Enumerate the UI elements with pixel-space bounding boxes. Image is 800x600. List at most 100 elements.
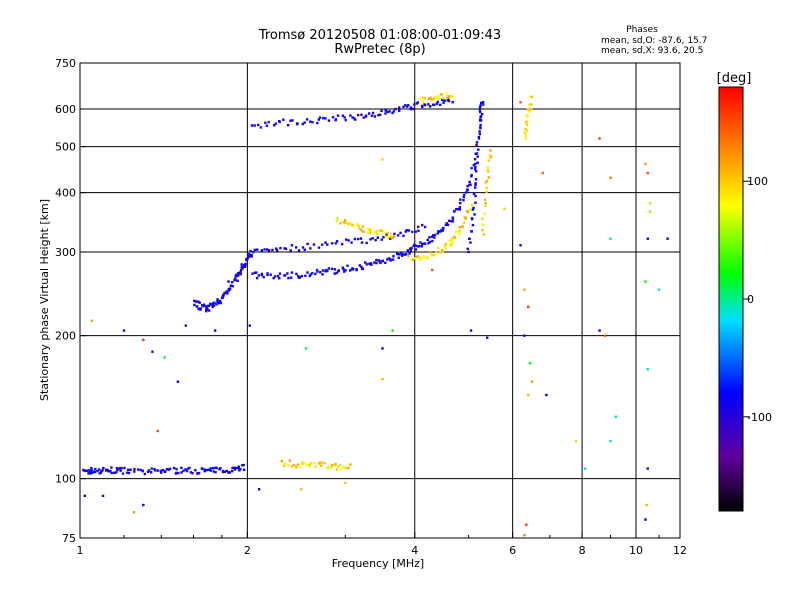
- o-mode-point: [90, 467, 93, 470]
- scatter-point: [527, 305, 530, 309]
- o-mode-point: [198, 301, 201, 304]
- scatter-point: [381, 347, 384, 350]
- o-mode-point: [475, 141, 479, 144]
- o-mode-point: [283, 274, 287, 277]
- o-mode-point: [414, 230, 417, 233]
- o-mode-point: [457, 207, 460, 211]
- o-mode-point: [242, 463, 245, 467]
- scatter-point: [142, 503, 145, 507]
- x-mode-point: [485, 179, 489, 183]
- x-mode-point: [524, 134, 528, 138]
- o-mode-point: [402, 234, 405, 238]
- x-mode-point: [288, 459, 291, 462]
- o-mode-point: [473, 158, 477, 161]
- scatter-point: [90, 319, 93, 322]
- o-mode-point: [453, 209, 456, 213]
- y-tick-label: 100: [55, 473, 76, 486]
- o-mode-point: [226, 292, 229, 295]
- o-mode-point: [246, 257, 249, 260]
- o-mode-point: [266, 273, 269, 277]
- o-mode-point: [374, 238, 377, 242]
- o-mode-point: [250, 255, 253, 258]
- o-mode-point: [212, 470, 215, 473]
- x-mode-point: [335, 468, 339, 471]
- o-mode-point: [274, 247, 278, 250]
- x-mode-point: [419, 256, 422, 260]
- o-mode-point: [474, 182, 477, 185]
- o-mode-point: [365, 263, 368, 266]
- o-mode-point: [395, 252, 399, 256]
- o-mode-point: [279, 246, 282, 250]
- x-mode-point: [426, 257, 429, 260]
- o-mode-point: [316, 270, 319, 273]
- o-mode-point: [438, 103, 442, 107]
- x-mode-point: [356, 223, 359, 226]
- o-mode-point: [264, 121, 267, 124]
- o-mode-point: [360, 113, 363, 116]
- o-mode-point: [466, 184, 469, 188]
- scatter-point: [609, 237, 612, 240]
- o-mode-point: [442, 101, 445, 104]
- scatter-point: [300, 488, 303, 491]
- o-mode-point: [150, 467, 153, 470]
- o-mode-point: [476, 161, 479, 164]
- x-mode-point: [287, 464, 290, 467]
- o-mode-point: [478, 130, 481, 133]
- o-mode-point: [474, 194, 477, 198]
- x-mode-point: [290, 464, 294, 468]
- o-mode-point: [472, 206, 475, 210]
- o-mode-point: [121, 472, 125, 475]
- x-mode-point: [352, 224, 355, 228]
- o-mode-point: [206, 308, 209, 311]
- o-mode-point: [371, 237, 374, 240]
- x-mode-point: [487, 176, 490, 179]
- o-mode-point: [136, 468, 140, 471]
- scatter-point: [485, 336, 489, 339]
- o-mode-point: [96, 469, 99, 473]
- o-mode-point: [253, 248, 256, 252]
- scatter-point: [527, 393, 530, 397]
- o-mode-point: [475, 152, 479, 155]
- o-mode-point: [442, 227, 445, 230]
- o-mode-point: [378, 113, 382, 116]
- o-mode-point: [401, 253, 405, 256]
- o-mode-point: [253, 271, 257, 275]
- o-mode-point: [321, 273, 324, 276]
- o-mode-point: [478, 132, 482, 136]
- o-mode-point: [431, 239, 434, 243]
- colorbar-ticks: 100 0 -100: [743, 175, 772, 424]
- o-mode-point: [290, 244, 294, 247]
- o-mode-point: [445, 222, 449, 225]
- x-mode-point: [446, 94, 450, 98]
- o-mode-point: [291, 119, 294, 122]
- x-mode-point: [376, 232, 379, 235]
- scatter-point: [614, 415, 618, 418]
- x-mode-point: [422, 96, 425, 99]
- o-mode-point: [129, 468, 132, 471]
- o-mode-point: [444, 223, 448, 227]
- scatter-point: [523, 534, 526, 537]
- o-mode-point: [230, 280, 234, 284]
- x-mode-point: [326, 466, 329, 470]
- x-mode-point: [526, 108, 529, 111]
- o-mode-point: [228, 471, 231, 474]
- x-mode-point: [445, 92, 448, 95]
- x-mode-point: [344, 466, 348, 469]
- o-mode-point: [146, 470, 150, 473]
- scatter-point: [227, 280, 230, 283]
- o-mode-point: [301, 122, 304, 126]
- x-mode-point: [363, 230, 366, 234]
- o-mode-point: [355, 268, 358, 271]
- o-mode-point: [426, 238, 429, 242]
- o-mode-point: [126, 468, 130, 472]
- o-mode-point: [84, 469, 87, 472]
- o-mode-point: [271, 248, 274, 252]
- scatter-point: [530, 380, 534, 383]
- scatter-point: [598, 137, 601, 140]
- o-mode-point: [317, 118, 320, 121]
- o-mode-point: [182, 469, 185, 473]
- o-mode-point: [443, 99, 447, 102]
- chart-title: Tromsø 20120508 01:08:00-01:09:43: [258, 28, 501, 43]
- x-mode-point: [369, 228, 373, 231]
